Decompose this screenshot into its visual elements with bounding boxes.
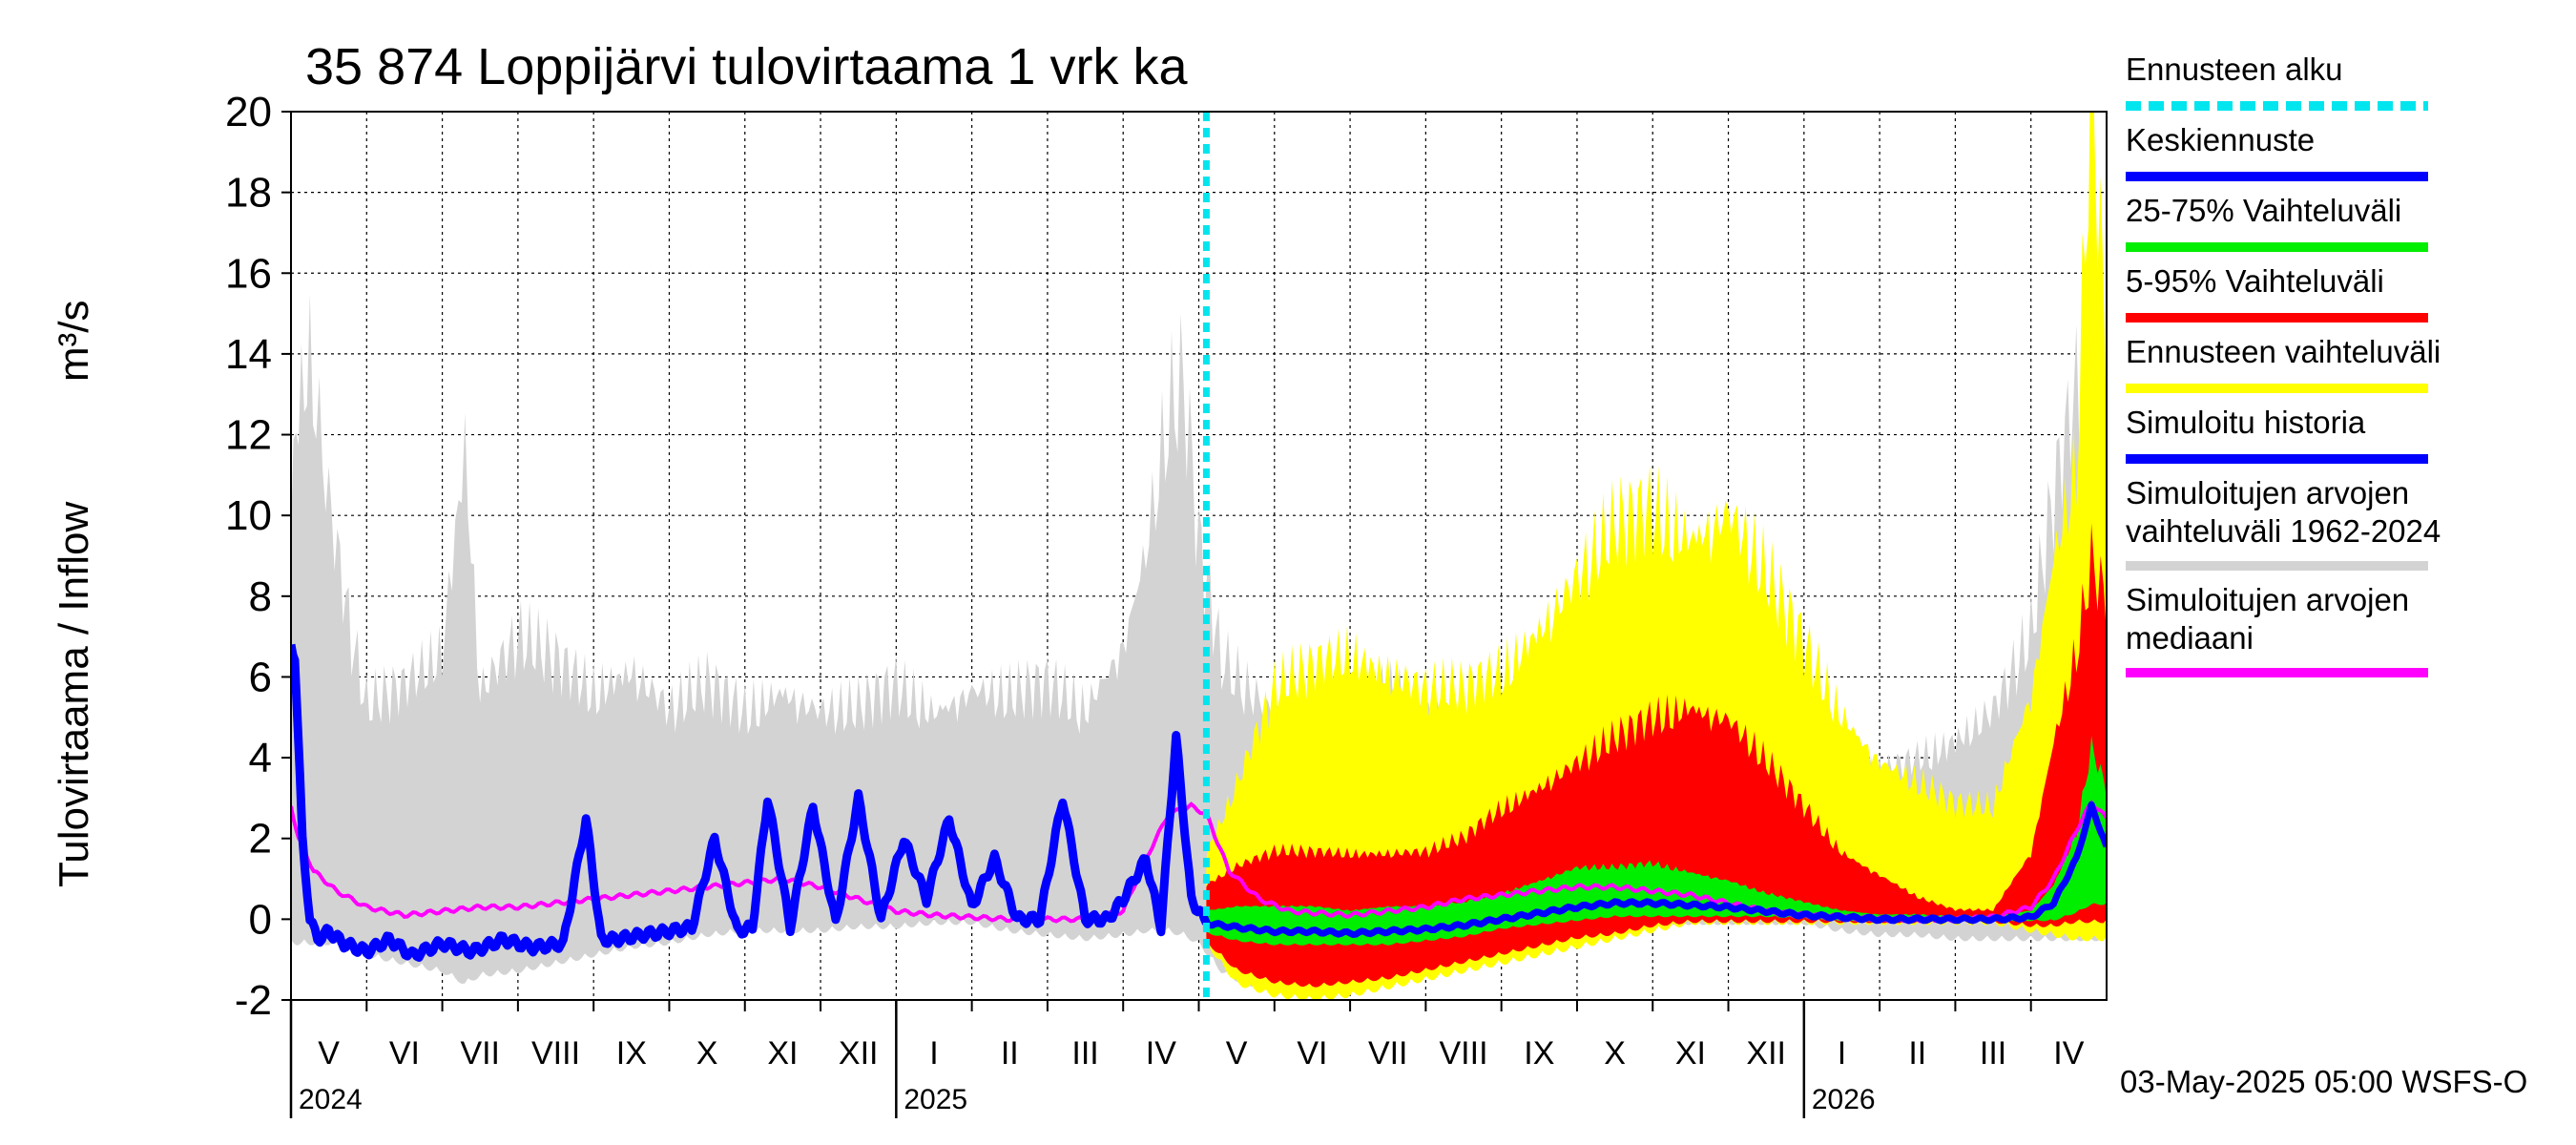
legend-label: 5-95% Vaihteluväli [2126, 263, 2384, 299]
y-tick-label: -2 [235, 977, 272, 1024]
legend-item: 25-75% Vaihteluväli [2126, 193, 2428, 252]
legend-label: 25-75% Vaihteluväli [2126, 193, 2401, 228]
month-label: VI [1297, 1035, 1327, 1072]
month-label: IV [1146, 1035, 1176, 1072]
month-label: X [1604, 1035, 1626, 1072]
month-label: XI [767, 1035, 798, 1072]
month-label: VI [389, 1035, 420, 1072]
y-tick-label: 0 [249, 896, 272, 943]
legend-item: Ennusteen vaihteluväli [2126, 334, 2441, 393]
y-tick-label: 8 [249, 573, 272, 620]
chart-title: 35 874 Loppijärvi tulovirtaama 1 vrk ka [305, 38, 1188, 95]
y-tick-label: 6 [249, 654, 272, 700]
month-label: IX [1524, 1035, 1554, 1072]
month-label: VIII [531, 1035, 580, 1072]
series-forecast-range [1206, 112, 2107, 1000]
legend-label-line2: mediaani [2126, 620, 2254, 656]
month-label: I [929, 1035, 938, 1072]
y-axis-unit: m³/s [51, 300, 97, 382]
month-label: I [1838, 1035, 1846, 1072]
month-label: VIII [1440, 1035, 1488, 1072]
legend: Ennusteen alku Keskiennuste 25-75% Vaihtel… [2126, 52, 2441, 677]
month-label: VII [1368, 1035, 1408, 1072]
y-tick-label: 10 [225, 492, 272, 539]
month-label: V [1226, 1035, 1248, 1072]
legend-label: Simuloitujen arvojen [2126, 582, 2409, 617]
y-tick-label: 2 [249, 816, 272, 863]
legend-label: Keskiennuste [2126, 122, 2315, 157]
legend-label: Simuloitujen arvojen [2126, 475, 2409, 510]
legend-label: Simuloitu historia [2126, 405, 2366, 440]
y-tick-label: 14 [225, 331, 272, 378]
y-axis: -2 0 2 4 6 8 10 12 14 16 18 20 [225, 89, 291, 1024]
month-label: IV [2053, 1035, 2084, 1072]
y-tick-label: 20 [225, 89, 272, 135]
footer-timestamp: 03-May-2025 05:00 WSFS-O [2120, 1064, 2527, 1099]
year-label: 2024 [299, 1084, 363, 1115]
y-tick-label: 16 [225, 250, 272, 297]
year-label: 2025 [904, 1084, 967, 1115]
x-axis: V VI VII VIII IX X XI XII I II III IV V VI VII VIII IX X X… [289, 1000, 2085, 1118]
month-label: X [696, 1035, 718, 1072]
y-tick-label: 4 [249, 735, 272, 781]
y-axis-label: Tulovirtaama / Inflow [51, 501, 97, 887]
month-label: VII [460, 1035, 500, 1072]
month-label: II [1908, 1035, 1926, 1072]
series-range-5-95 [1206, 523, 2107, 988]
month-label: II [1001, 1035, 1019, 1072]
month-label: III [1980, 1035, 2006, 1072]
month-label: III [1071, 1035, 1098, 1072]
legend-item: 5-95% Vaihteluväli [2126, 263, 2428, 323]
month-label: V [318, 1035, 340, 1072]
legend-item: Keskiennuste [2126, 122, 2428, 181]
month-label: XI [1675, 1035, 1706, 1072]
month-label: XII [1746, 1035, 1786, 1072]
series-simulated-history [291, 643, 1211, 962]
plot-area [290, 111, 2108, 1001]
series-median-forecast [1204, 801, 2107, 938]
legend-label: Ennusteen alku [2126, 52, 2343, 87]
month-label: XII [839, 1035, 879, 1072]
legend-label-line2: vaihteluväli 1962-2024 [2126, 513, 2441, 549]
month-label: IX [616, 1035, 647, 1072]
series-layer [291, 112, 2107, 1000]
legend-item: Simuloitu historia [2126, 405, 2428, 464]
legend-item: Ennusteen alku [2126, 52, 2428, 111]
year-label: 2026 [1812, 1084, 1876, 1115]
y-tick-label: 12 [225, 412, 272, 459]
y-tick-label: 18 [225, 170, 272, 217]
legend-label: Ennusteen vaihteluväli [2126, 334, 2441, 369]
